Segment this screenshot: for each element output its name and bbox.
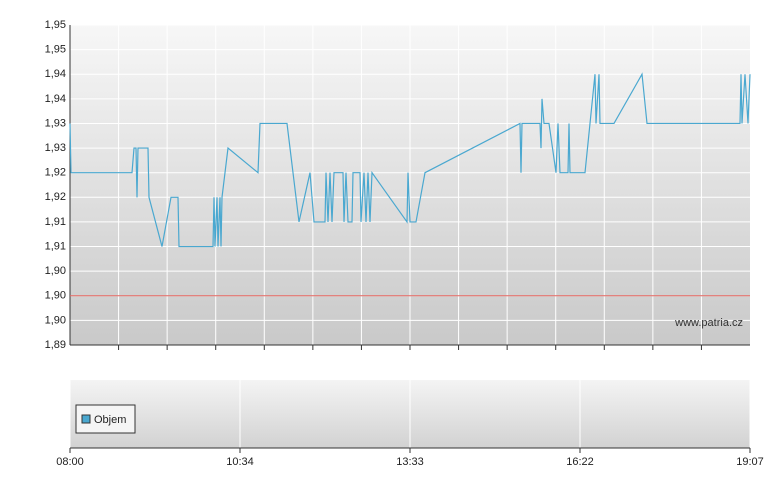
y-tick-label: 1,89 [45,339,66,351]
y-tick-label: 1,91 [45,216,66,228]
y-tick-label: 1,92 [45,191,66,203]
y-tick-label: 1,90 [45,265,66,277]
watermark: www.patria.cz [674,317,743,329]
x-tick-label: 10:34 [226,456,254,468]
y-tick-label: 1,91 [45,240,66,252]
y-tick-label: 1,95 [45,19,66,31]
price-line [69,72,751,248]
y-tick-label: 1,94 [45,93,66,105]
y-tick-label: 1,92 [45,167,66,179]
y-tick-label: 1,94 [45,68,66,80]
legend-label: Objem [94,414,126,426]
x-tick-label: 19:07 [736,456,764,468]
x-tick-label: 13:33 [396,456,424,468]
legend-swatch [81,414,91,424]
y-tick-label: 1,95 [45,44,66,56]
y-tick-label: 1,93 [45,117,66,129]
y-tick-label: 1,93 [45,142,66,154]
x-tick-label: 08:00 [56,456,84,468]
x-tick-label: 16:22 [566,456,594,468]
y-tick-label: 1,90 [45,290,66,302]
y-tick-label: 1,90 [45,314,66,326]
